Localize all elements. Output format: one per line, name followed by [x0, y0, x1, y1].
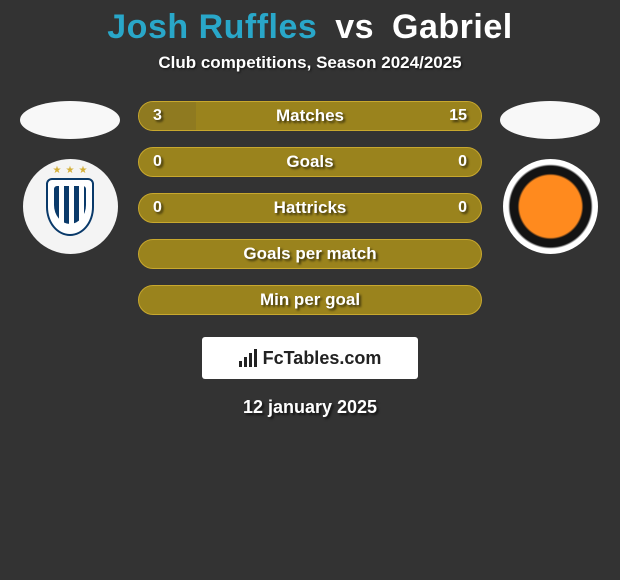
branding-box: FcTables.com [202, 337, 418, 379]
stats-block: ★★★ 3 15 Matches 0 0 Goals 0 0 Hattricks Goals pe… [0, 101, 620, 315]
stat-bars: 3 15 Matches 0 0 Goals 0 0 Hattricks Goals per ma… [138, 101, 482, 315]
player1-club-badge: ★★★ [23, 159, 118, 254]
stat-bar: Goals per match [138, 239, 482, 269]
player2-avatar [500, 101, 600, 139]
page-title: Josh Ruffles vs Gabriel [107, 8, 512, 47]
stat-left-value: 0 [139, 148, 176, 176]
stat-right-value: 0 [444, 194, 481, 222]
stat-label: Min per goal [260, 290, 360, 310]
stat-left-value: 0 [139, 194, 176, 222]
club-stars-icon: ★★★ [53, 165, 88, 176]
player2-club-badge [503, 159, 598, 254]
vs-separator: vs [335, 8, 374, 46]
comparison-infographic: Josh Ruffles vs Gabriel Club competition… [0, 0, 620, 418]
stat-bar: 0 0 Hattricks [138, 193, 482, 223]
stat-bar: Min per goal [138, 285, 482, 315]
player1-avatar [20, 101, 120, 139]
stat-label: Hattricks [274, 198, 347, 218]
subtitle: Club competitions, Season 2024/2025 [158, 53, 461, 73]
stat-label: Goals per match [243, 244, 376, 264]
date-label: 12 january 2025 [243, 397, 377, 418]
stat-label: Matches [276, 106, 344, 126]
stat-bar: 0 0 Goals [138, 147, 482, 177]
stat-label: Goals [286, 152, 333, 172]
player1-name: Josh Ruffles [107, 8, 317, 46]
stat-right-value: 15 [435, 102, 481, 130]
stat-left-value: 3 [139, 102, 176, 130]
stat-right-value: 0 [444, 148, 481, 176]
fctables-logo: FcTables.com [239, 348, 382, 369]
bars-icon [239, 349, 257, 367]
shield-icon [46, 178, 94, 236]
branding-text: FcTables.com [263, 348, 382, 369]
player2-column [500, 101, 600, 254]
stat-bar: 3 15 Matches [138, 101, 482, 131]
player1-column: ★★★ [20, 101, 120, 254]
player2-name: Gabriel [392, 8, 513, 46]
